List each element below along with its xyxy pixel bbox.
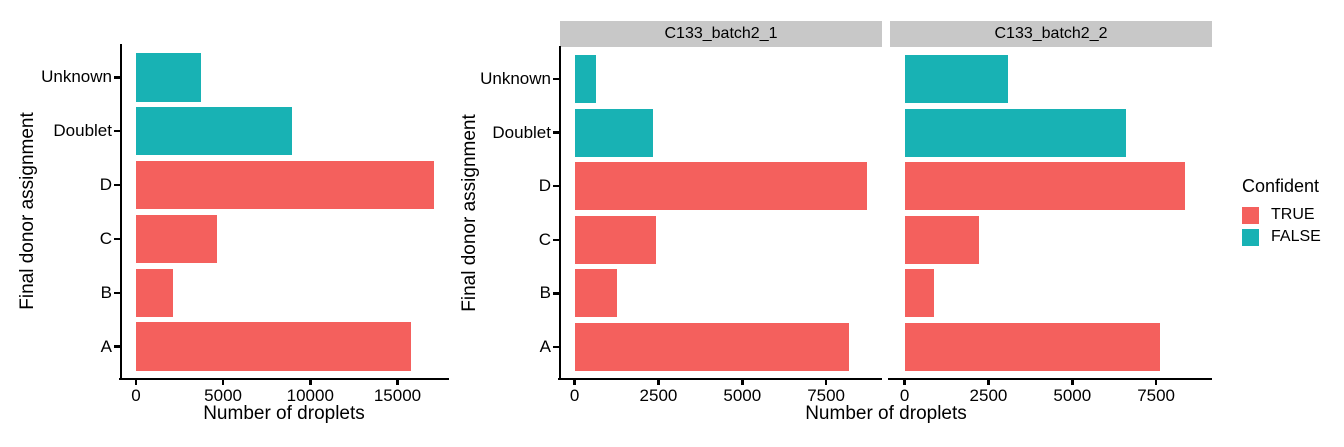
x-tick bbox=[1154, 380, 1158, 386]
facet-panel-2: 0 2500 5000 7500 bbox=[887, 47, 1212, 405]
y-axis-label: Doublet bbox=[492, 122, 551, 142]
y-axis-title: Final donor assignment bbox=[459, 114, 480, 312]
y-tick bbox=[114, 129, 121, 133]
x-axis-label: 5000 bbox=[204, 386, 242, 405]
bar-batch2-2-c bbox=[904, 215, 980, 264]
x-axis-label: 5000 bbox=[723, 386, 762, 405]
bar-combined-doublet bbox=[135, 106, 292, 156]
legend-item-false: FALSE bbox=[1242, 228, 1321, 246]
x-axis-label: 10000 bbox=[286, 386, 334, 405]
x-tick bbox=[134, 380, 138, 386]
x-axis-label: 0 bbox=[569, 386, 580, 405]
x-tick bbox=[396, 380, 399, 386]
x-tick bbox=[573, 380, 576, 386]
bar-batch2-2-a bbox=[904, 322, 1161, 371]
legend-key-false-swatch bbox=[1242, 228, 1259, 246]
y-axis-label: Unknown bbox=[480, 69, 551, 89]
y-tick bbox=[553, 184, 560, 188]
facet-strip-2: C133_batch2_2 bbox=[890, 21, 1212, 47]
y-axis-label: C bbox=[99, 228, 112, 248]
x-tick bbox=[824, 380, 828, 386]
x-axis-label: 15000 bbox=[373, 386, 422, 405]
y-axis-label: Doublet bbox=[53, 121, 112, 141]
bar-combined-d bbox=[135, 160, 435, 210]
legend-key-true-swatch bbox=[1242, 206, 1259, 224]
facet-panel-1: Unknown Doublet D C B A 0 2500 5000 7500 bbox=[480, 45, 882, 405]
x-axis-title: Number of droplets bbox=[805, 403, 967, 424]
bar-batch2-2-b bbox=[904, 269, 935, 318]
facet-strip-1: C133_batch2_1 bbox=[560, 21, 882, 47]
x-axis-label: 0 bbox=[899, 386, 910, 405]
y-tick bbox=[114, 183, 121, 187]
legend: Confident TRUE FALSE bbox=[1242, 176, 1321, 250]
bar-combined-b bbox=[135, 268, 174, 318]
y-axis-label: A bbox=[539, 336, 551, 356]
y-axis-label: A bbox=[100, 336, 112, 356]
legend-item-true: TRUE bbox=[1242, 206, 1321, 224]
y-axis-label: B bbox=[100, 282, 112, 302]
legend-label-true: TRUE bbox=[1271, 206, 1315, 223]
x-axis-label: 7500 bbox=[1137, 386, 1176, 405]
bar-combined-c bbox=[135, 214, 217, 264]
x-axis-line bbox=[118, 377, 449, 381]
x-tick bbox=[741, 380, 744, 386]
bar-batch2-1-doublet bbox=[574, 108, 654, 157]
x-tick bbox=[309, 380, 312, 386]
y-tick bbox=[553, 292, 560, 295]
y-axis-label: B bbox=[539, 283, 551, 303]
x-axis-label: 0 bbox=[131, 386, 141, 405]
x-tick bbox=[221, 380, 225, 386]
x-axis-label: 5000 bbox=[1053, 386, 1092, 405]
x-tick bbox=[903, 380, 906, 386]
y-axis-line bbox=[558, 45, 562, 381]
y-tick bbox=[114, 76, 121, 79]
y-axis-line bbox=[119, 43, 123, 381]
x-axis-line bbox=[557, 377, 882, 381]
y-axis-label: Unknown bbox=[41, 67, 112, 87]
bar-batch2-1-d bbox=[574, 162, 868, 211]
y-tick bbox=[114, 345, 121, 348]
bar-batch2-1-unknown bbox=[574, 55, 596, 104]
bar-combined-unknown bbox=[135, 53, 201, 102]
bar-batch2-1-b bbox=[574, 269, 618, 318]
x-axis-line bbox=[887, 377, 1212, 381]
y-tick bbox=[114, 237, 121, 241]
legend-label-false: FALSE bbox=[1271, 228, 1321, 245]
legend-title: Confident bbox=[1242, 176, 1320, 196]
y-tick bbox=[114, 291, 121, 295]
y-axis-label: C bbox=[538, 229, 551, 249]
combined-panel: Unknown Doublet D C B A 0 5000 10000 15000 bbox=[41, 43, 449, 405]
x-tick bbox=[987, 380, 990, 386]
x-axis-label: 2500 bbox=[639, 386, 678, 405]
y-axis-label: D bbox=[538, 176, 551, 196]
y-axis-title: Final donor assignment bbox=[17, 112, 38, 310]
y-tick bbox=[553, 131, 560, 134]
x-axis-title: Number of droplets bbox=[203, 403, 365, 424]
bar-combined-a bbox=[135, 322, 412, 371]
y-tick bbox=[553, 238, 560, 242]
bar-batch2-2-d bbox=[904, 162, 1186, 211]
x-tick bbox=[657, 380, 660, 386]
bar-batch2-2-doublet bbox=[904, 108, 1126, 157]
bar-batch2-1-c bbox=[574, 215, 656, 264]
x-tick bbox=[1071, 380, 1074, 386]
bar-batch2-2-unknown bbox=[904, 55, 1008, 104]
y-axis-label: D bbox=[99, 175, 112, 195]
x-axis-label: 2500 bbox=[969, 386, 1008, 405]
y-tick bbox=[553, 345, 560, 349]
x-axis-label: 7500 bbox=[807, 386, 846, 405]
y-tick bbox=[553, 77, 560, 81]
bar-batch2-1-a bbox=[574, 322, 849, 371]
